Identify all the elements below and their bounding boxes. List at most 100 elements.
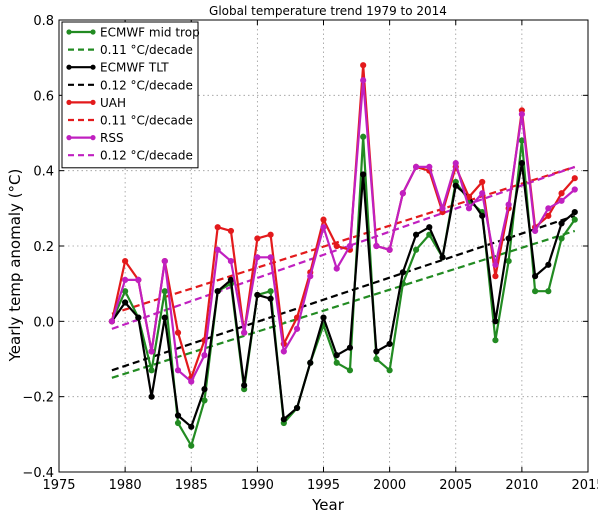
y-axis-label: Yearly temp anomaly (°C) — [6, 169, 24, 363]
data-point — [479, 190, 486, 197]
data-point — [558, 197, 565, 204]
data-point — [412, 163, 420, 170]
chart-title: Global temperature trend 1979 to 2014 — [209, 4, 447, 18]
data-point — [320, 216, 327, 223]
data-point — [360, 133, 367, 140]
series-line — [110, 135, 576, 447]
data-point — [241, 382, 248, 389]
y-tick-label: 0.8 — [33, 14, 54, 29]
y-tick-label: −0.4 — [22, 466, 54, 481]
x-tick-label: 1995 — [307, 478, 340, 493]
legend-marker — [66, 64, 72, 70]
data-point — [399, 190, 406, 197]
data-point — [293, 404, 301, 412]
data-point — [346, 242, 354, 250]
legend-label: 0.11 °C/decade — [100, 114, 193, 128]
data-point — [571, 175, 578, 182]
data-point — [254, 254, 261, 261]
trend-line-1 — [111, 214, 576, 372]
data-point — [439, 254, 446, 261]
data-point — [108, 318, 116, 325]
data-point — [558, 190, 565, 197]
data-point — [412, 231, 420, 238]
data-point — [452, 182, 459, 189]
data-point — [571, 216, 578, 223]
data-point — [373, 355, 380, 363]
data-point — [360, 77, 367, 84]
data-point — [122, 257, 129, 265]
data-point — [201, 352, 208, 359]
y-tick-label: 0.0 — [33, 315, 54, 330]
data-point — [346, 367, 354, 374]
data-point — [465, 205, 473, 212]
data-point — [505, 235, 512, 242]
data-point — [545, 261, 552, 268]
y-tick-label: −0.2 — [22, 391, 54, 406]
data-point — [267, 254, 274, 261]
data-point — [505, 201, 512, 208]
x-tick-label: 1980 — [109, 478, 142, 493]
data-point — [426, 224, 433, 231]
legend-marker — [66, 135, 72, 141]
data-point — [135, 276, 142, 283]
data-point — [280, 416, 287, 423]
data-point — [479, 212, 486, 219]
data-point — [280, 348, 287, 355]
legend-label: 0.12 °C/decade — [100, 78, 193, 92]
data-point — [545, 288, 552, 295]
data-point — [532, 227, 539, 235]
data-point — [227, 257, 235, 265]
data-point — [571, 186, 578, 193]
data-point — [122, 288, 129, 295]
legend-marker — [66, 99, 72, 105]
data-point — [386, 246, 393, 253]
series-lines — [108, 62, 578, 449]
data-point — [214, 246, 221, 253]
legend-item: 0.12 °C/decade — [68, 149, 193, 163]
y-tick-label: 0.4 — [33, 165, 54, 180]
data-point — [267, 295, 274, 302]
data-point — [320, 314, 327, 321]
data-point — [161, 257, 168, 265]
data-point — [399, 269, 406, 276]
data-point — [373, 242, 380, 250]
series-3 — [108, 77, 578, 385]
data-point — [452, 160, 459, 167]
data-point — [227, 276, 235, 283]
data-point — [492, 337, 499, 344]
data-point — [188, 423, 195, 430]
data-point — [360, 62, 367, 69]
x-tick-label: 2005 — [439, 478, 472, 493]
data-point — [241, 329, 248, 336]
data-point — [333, 359, 340, 366]
data-point — [174, 419, 182, 427]
data-point — [214, 224, 221, 231]
series-1 — [108, 160, 578, 430]
data-point — [333, 242, 340, 250]
data-point — [148, 348, 155, 355]
data-point — [333, 352, 340, 359]
data-point — [174, 412, 182, 419]
data-point — [148, 367, 155, 374]
legend-item: ECMWF mid trop — [66, 26, 200, 40]
data-point — [214, 288, 221, 295]
axis-ticks: 1975 1980 1985 1990 1995 2000 2005 2010 2015 −0.4… — [22, 14, 598, 493]
data-point — [320, 224, 327, 231]
data-point — [479, 178, 486, 186]
legend-item: RSS — [66, 131, 124, 145]
data-point — [545, 205, 552, 212]
x-tick-label: 1975 — [42, 478, 75, 493]
data-point — [293, 325, 301, 332]
data-point — [135, 314, 142, 321]
x-tick-label: 2010 — [505, 478, 538, 493]
data-point — [346, 344, 354, 351]
legend-label: RSS — [100, 131, 124, 145]
legend-label: ECMWF mid trop — [100, 26, 200, 40]
data-point — [532, 273, 539, 280]
trend-line-2 — [111, 165, 576, 315]
data-point — [174, 367, 182, 374]
legend-label: UAH — [100, 96, 126, 110]
legend-item: UAH — [66, 96, 126, 110]
data-point — [571, 209, 578, 216]
